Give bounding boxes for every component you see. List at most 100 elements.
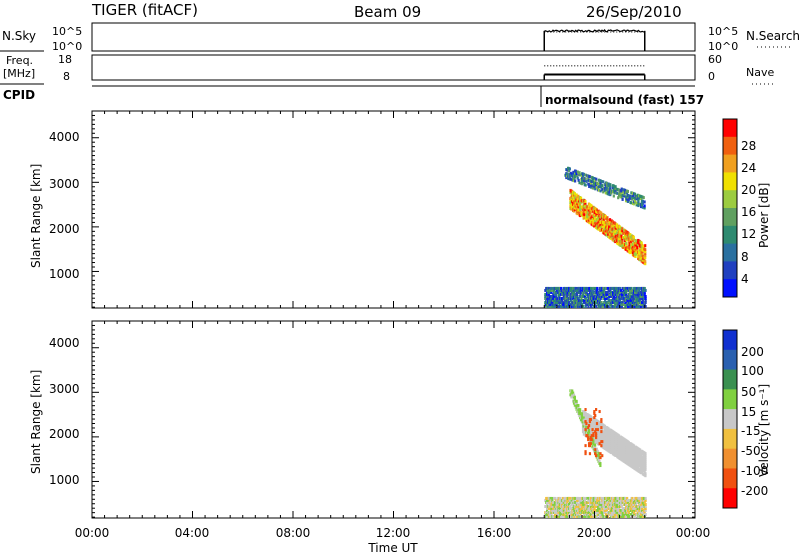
data-cell — [586, 205, 589, 209]
radar-title: TIGER (fitACF) — [91, 1, 198, 19]
data-cell — [551, 300, 554, 304]
data-cell — [637, 302, 640, 306]
data-cell — [606, 292, 609, 296]
data-cell — [644, 254, 647, 258]
data-cell — [622, 302, 625, 306]
data-cell — [597, 504, 600, 508]
freq-tick-top: 18 — [58, 53, 72, 66]
power-cbar-tick-4: 4 — [741, 272, 749, 286]
data-cell — [624, 302, 627, 306]
data-cell — [619, 502, 623, 506]
data-cell — [635, 496, 638, 500]
velocity-data-layer — [544, 389, 647, 518]
data-cell — [626, 298, 630, 302]
data-cell — [621, 506, 624, 510]
data-cell — [576, 512, 579, 516]
data-cell — [600, 502, 603, 506]
velocity-colorbar: 200 100 50 15 -15 -50 -100 -200 Velocity… — [722, 329, 771, 509]
data-cell — [575, 290, 579, 294]
data-cell — [579, 173, 582, 177]
data-cell — [631, 292, 634, 296]
data-cell — [582, 504, 586, 508]
data-cell — [599, 456, 602, 460]
data-cell — [572, 393, 576, 397]
data-cell — [577, 194, 580, 198]
data-cell — [572, 201, 576, 205]
data-cell — [583, 213, 586, 217]
colorbar-segment — [723, 468, 737, 489]
data-cell — [593, 412, 596, 416]
data-cell — [548, 512, 551, 516]
data-cell — [591, 300, 594, 304]
data-cell — [578, 508, 581, 512]
data-cell — [587, 430, 591, 434]
data-cell — [632, 202, 636, 206]
data-cell — [545, 300, 548, 304]
data-cell — [618, 225, 621, 229]
data-cell — [592, 434, 595, 438]
data-cell — [644, 508, 647, 512]
velocity-ytick-2000: 2000 — [49, 427, 80, 441]
data-cell — [560, 286, 563, 290]
data-cell — [644, 288, 647, 292]
data-cell — [632, 498, 635, 502]
data-cell — [605, 512, 609, 516]
data-cell — [589, 415, 593, 419]
data-cell — [594, 452, 597, 456]
data-cell — [582, 294, 585, 298]
data-cell — [611, 504, 615, 508]
data-cell — [589, 436, 592, 440]
data-cell — [578, 181, 581, 185]
data-cell — [614, 185, 617, 189]
data-cell — [627, 243, 630, 247]
data-cell — [579, 292, 582, 296]
data-cell — [580, 412, 584, 416]
data-cell — [591, 506, 594, 510]
data-cell — [626, 508, 630, 512]
data-cell — [601, 506, 604, 510]
data-cell — [621, 197, 624, 201]
data-cell — [601, 188, 604, 192]
data-cell — [604, 191, 608, 195]
data-cell — [598, 226, 601, 230]
data-cell — [558, 302, 561, 306]
data-cell — [586, 288, 589, 292]
data-cell — [626, 199, 629, 203]
data-cell — [640, 296, 643, 300]
data-cell — [641, 201, 644, 205]
data-cell — [603, 288, 606, 292]
data-cell — [544, 498, 547, 502]
data-cell — [567, 502, 571, 506]
data-cell — [612, 500, 616, 504]
nave-label: Nave — [746, 66, 774, 79]
data-cell — [563, 502, 566, 506]
data-cell — [600, 211, 603, 215]
data-cell — [580, 414, 584, 418]
data-cell — [641, 205, 644, 209]
data-cell — [625, 292, 628, 296]
colorbar-segment — [723, 172, 737, 191]
power-ylabel: Slant Range [km] — [29, 164, 43, 268]
data-cell — [600, 418, 603, 422]
data-cell — [618, 190, 622, 194]
data-cell — [587, 438, 590, 442]
data-cell — [588, 515, 591, 518]
colorbar-segment — [723, 369, 737, 390]
data-cell — [585, 422, 588, 426]
xtick-0800: 08:00 — [276, 526, 311, 540]
cpid-text: normalsound (fast) 157 — [545, 93, 704, 107]
data-cell — [578, 171, 581, 175]
data-cell — [573, 395, 576, 399]
data-cell — [635, 201, 638, 205]
data-cell — [587, 176, 590, 180]
data-cell — [595, 504, 598, 508]
data-cell — [635, 239, 638, 243]
data-cell — [577, 296, 580, 300]
data-cell — [629, 302, 632, 306]
data-cell — [644, 298, 647, 302]
data-cell — [576, 212, 579, 216]
data-cell — [638, 500, 641, 504]
data-cell — [637, 198, 640, 202]
data-cell — [644, 462, 647, 466]
data-cell — [620, 305, 623, 308]
